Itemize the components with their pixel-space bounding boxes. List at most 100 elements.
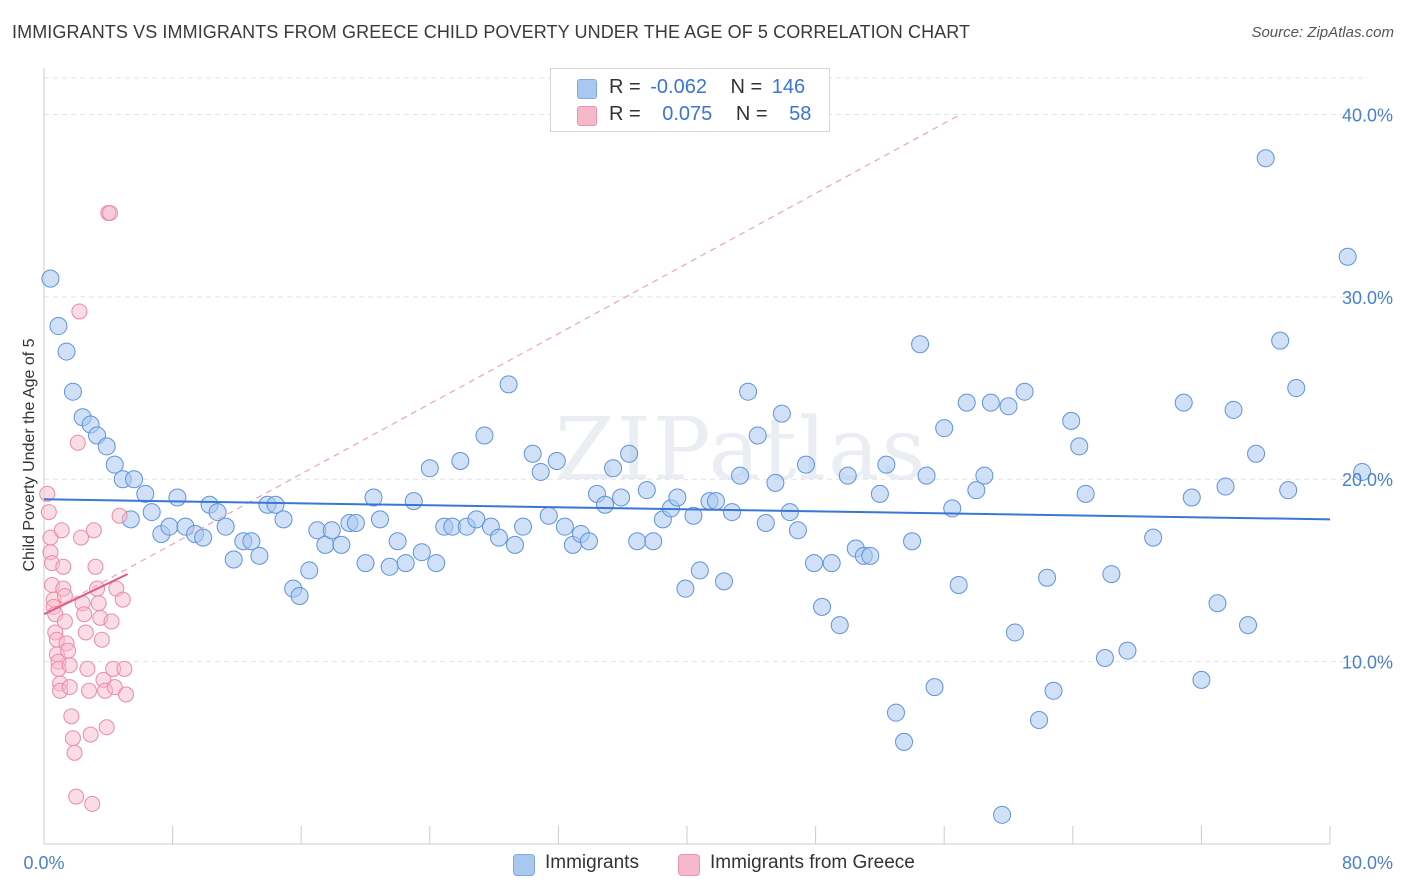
data-point-immigrants bbox=[514, 517, 533, 536]
data-point-immigrants bbox=[1338, 247, 1357, 266]
data-point-greece bbox=[40, 504, 57, 521]
data-point-immigrants bbox=[1247, 444, 1266, 463]
data-point-greece bbox=[116, 660, 133, 677]
legend-label-immigrants: Immigrants bbox=[545, 852, 639, 873]
legend-n-label: N = bbox=[735, 103, 768, 125]
series-immigrants bbox=[41, 149, 1372, 824]
data-point-immigrants bbox=[1095, 648, 1114, 667]
data-point-greece bbox=[69, 434, 86, 451]
data-point-immigrants bbox=[861, 546, 880, 565]
data-point-immigrants bbox=[300, 561, 319, 580]
legend-row-greece: R = 0.075 N = 58 bbox=[551, 102, 829, 128]
legend-r-label: R = bbox=[609, 103, 641, 125]
legend-label-greece: Immigrants from Greece bbox=[710, 852, 915, 873]
data-point-immigrants bbox=[250, 546, 269, 565]
data-point-immigrants bbox=[1208, 594, 1227, 613]
data-point-immigrants bbox=[160, 517, 179, 536]
data-point-immigrants bbox=[1256, 149, 1275, 168]
data-point-immigrants bbox=[1144, 528, 1163, 547]
data-point-immigrants bbox=[168, 488, 187, 507]
y-axis-title: Child Poverty Under the Age of 5 bbox=[21, 338, 38, 571]
data-point-immigrants bbox=[332, 535, 351, 554]
data-point-immigrants bbox=[748, 426, 767, 445]
data-point-immigrants bbox=[1118, 641, 1137, 660]
data-point-greece bbox=[77, 624, 94, 641]
data-point-immigrants bbox=[788, 521, 807, 540]
data-point-immigrants bbox=[412, 543, 431, 562]
data-point-greece bbox=[72, 529, 89, 546]
data-point-immigrants bbox=[1239, 616, 1258, 635]
data-point-greece bbox=[87, 558, 104, 575]
data-point-immigrants bbox=[499, 375, 518, 394]
data-point-immigrants bbox=[467, 510, 486, 529]
data-point-immigrants bbox=[731, 466, 750, 485]
legend-n-value: 146 bbox=[771, 76, 806, 98]
data-point-greece bbox=[106, 679, 123, 696]
data-point-greece bbox=[53, 522, 70, 539]
data-point-immigrants bbox=[949, 576, 968, 595]
data-point-immigrants bbox=[475, 426, 494, 445]
data-point-immigrants bbox=[1182, 488, 1201, 507]
data-point-immigrants bbox=[780, 503, 799, 522]
data-point-immigrants bbox=[1015, 382, 1034, 401]
data-point-immigrants bbox=[1271, 331, 1290, 350]
data-point-immigrants bbox=[612, 488, 631, 507]
data-point-greece bbox=[56, 613, 73, 630]
data-point-immigrants bbox=[208, 503, 227, 522]
data-point-immigrants bbox=[1070, 437, 1089, 456]
data-point-immigrants bbox=[1030, 710, 1049, 729]
x-tick-label: 0.0% bbox=[23, 853, 64, 873]
data-point-immigrants bbox=[322, 521, 341, 540]
data-point-greece bbox=[66, 744, 83, 761]
legend-swatch-greece bbox=[678, 854, 700, 876]
series-legend: Immigrants Immigrants from Greece bbox=[0, 852, 1406, 878]
y-tick-label: 20.0% bbox=[1342, 470, 1393, 490]
data-point-greece bbox=[68, 788, 85, 805]
data-point-greece bbox=[85, 522, 102, 539]
data-point-immigrants bbox=[706, 492, 725, 511]
data-point-immigrants bbox=[604, 459, 623, 478]
data-point-immigrants bbox=[981, 393, 1000, 412]
data-point-immigrants bbox=[489, 528, 508, 547]
data-point-immigrants bbox=[967, 481, 986, 500]
data-point-greece bbox=[93, 631, 110, 648]
data-point-immigrants bbox=[993, 805, 1012, 824]
data-point-immigrants bbox=[451, 452, 470, 470]
legend-swatch-immigrants bbox=[577, 79, 597, 99]
trend-line-greece-extended bbox=[43, 113, 961, 615]
legend-r-label: R = bbox=[609, 76, 641, 98]
data-point-immigrants bbox=[41, 269, 60, 288]
data-point-immigrants bbox=[714, 572, 733, 591]
data-point-greece bbox=[90, 595, 107, 612]
data-point-immigrants bbox=[684, 506, 703, 525]
data-point-immigrants bbox=[579, 532, 598, 551]
data-point-immigrants bbox=[911, 335, 930, 354]
data-point-greece bbox=[64, 730, 81, 747]
series-greece bbox=[39, 204, 134, 812]
data-point-immigrants bbox=[547, 452, 566, 470]
data-point-immigrants bbox=[886, 703, 905, 722]
x-tick-label: 80.0% bbox=[1342, 853, 1393, 873]
data-point-immigrants bbox=[555, 517, 574, 536]
data-point-greece bbox=[63, 708, 80, 725]
data-point-greece bbox=[39, 485, 56, 502]
data-point-immigrants bbox=[957, 393, 976, 412]
data-point-immigrants bbox=[690, 561, 709, 580]
trend-line-immigrants bbox=[43, 498, 1331, 521]
data-point-immigrants bbox=[266, 495, 285, 514]
data-point-immigrants bbox=[531, 462, 550, 481]
data-point-immigrants bbox=[1192, 670, 1211, 689]
data-point-greece bbox=[84, 795, 101, 812]
trend-lines bbox=[43, 113, 1331, 616]
data-point-immigrants bbox=[1005, 623, 1024, 642]
trend-line-greece bbox=[43, 573, 129, 616]
data-point-greece bbox=[55, 558, 72, 575]
data-point-immigrants bbox=[388, 532, 407, 551]
data-point-immigrants bbox=[356, 554, 375, 573]
data-point-immigrants bbox=[125, 470, 144, 489]
chart-title: IMMIGRANTS VS IMMIGRANTS FROM GREECE CHI… bbox=[12, 22, 971, 42]
data-point-immigrants bbox=[668, 488, 687, 507]
data-point-immigrants bbox=[1279, 481, 1298, 500]
data-point-immigrants bbox=[739, 382, 758, 401]
